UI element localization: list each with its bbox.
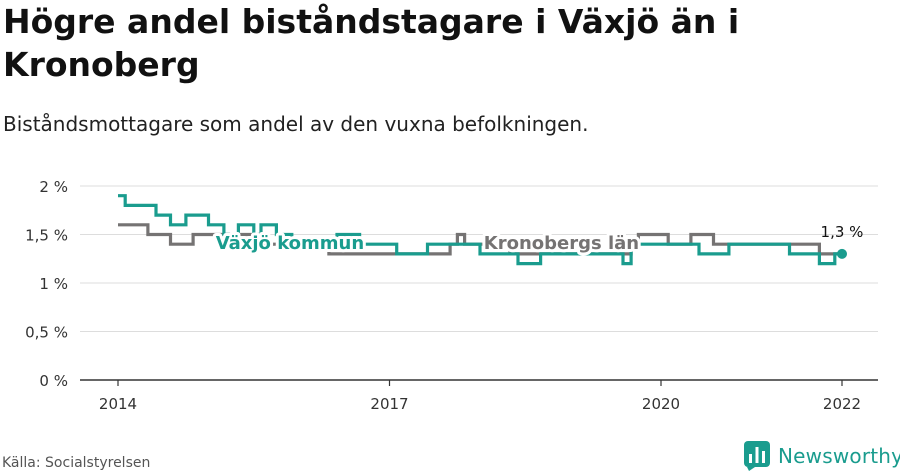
grid-lines [80, 185, 878, 332]
chart-subtitle: Biståndsmottagare som andel av den vuxna… [3, 112, 589, 136]
source-note: Källa: Socialstyrelsen [2, 455, 151, 471]
y-tick-label: 0 % [39, 372, 68, 390]
y-tick-label: 1 % [39, 275, 68, 293]
x-tick-label: 2014 [99, 395, 137, 413]
y-tick-label: 2 % [39, 178, 68, 196]
x-tick-label: 2020 [642, 395, 680, 413]
y-axis-ticks: 0 % 0,5 % 1 % 1,5 % 2 % [25, 178, 68, 390]
brand: Newsworthy [744, 440, 900, 472]
y-tick-label: 1,5 % [25, 227, 68, 245]
series-lines [118, 194, 847, 266]
x-axis: 2014 2017 2020 2022 [80, 379, 878, 413]
series-labels: 1,3 % Växjö kommun Kronobergs län [213, 223, 864, 257]
x-tick-label: 2017 [370, 395, 408, 413]
series-line-vaxjo-kommun [118, 194, 842, 266]
y-tick-label: 0,5 % [25, 324, 68, 342]
end-value-label: 1,3 % [821, 223, 864, 241]
chart-title: Högre andel biståndstagare i Växjö än i … [3, 2, 740, 84]
series-label-kronobergs-lan: Kronobergs län [484, 233, 639, 254]
x-tick-label: 2022 [823, 395, 861, 413]
series-label-vaxjo-kommun: Växjö kommun [216, 233, 365, 254]
brand-name: Newsworthy [778, 444, 900, 468]
series-end-point [837, 248, 847, 259]
newsworthy-logo-icon [744, 441, 770, 471]
